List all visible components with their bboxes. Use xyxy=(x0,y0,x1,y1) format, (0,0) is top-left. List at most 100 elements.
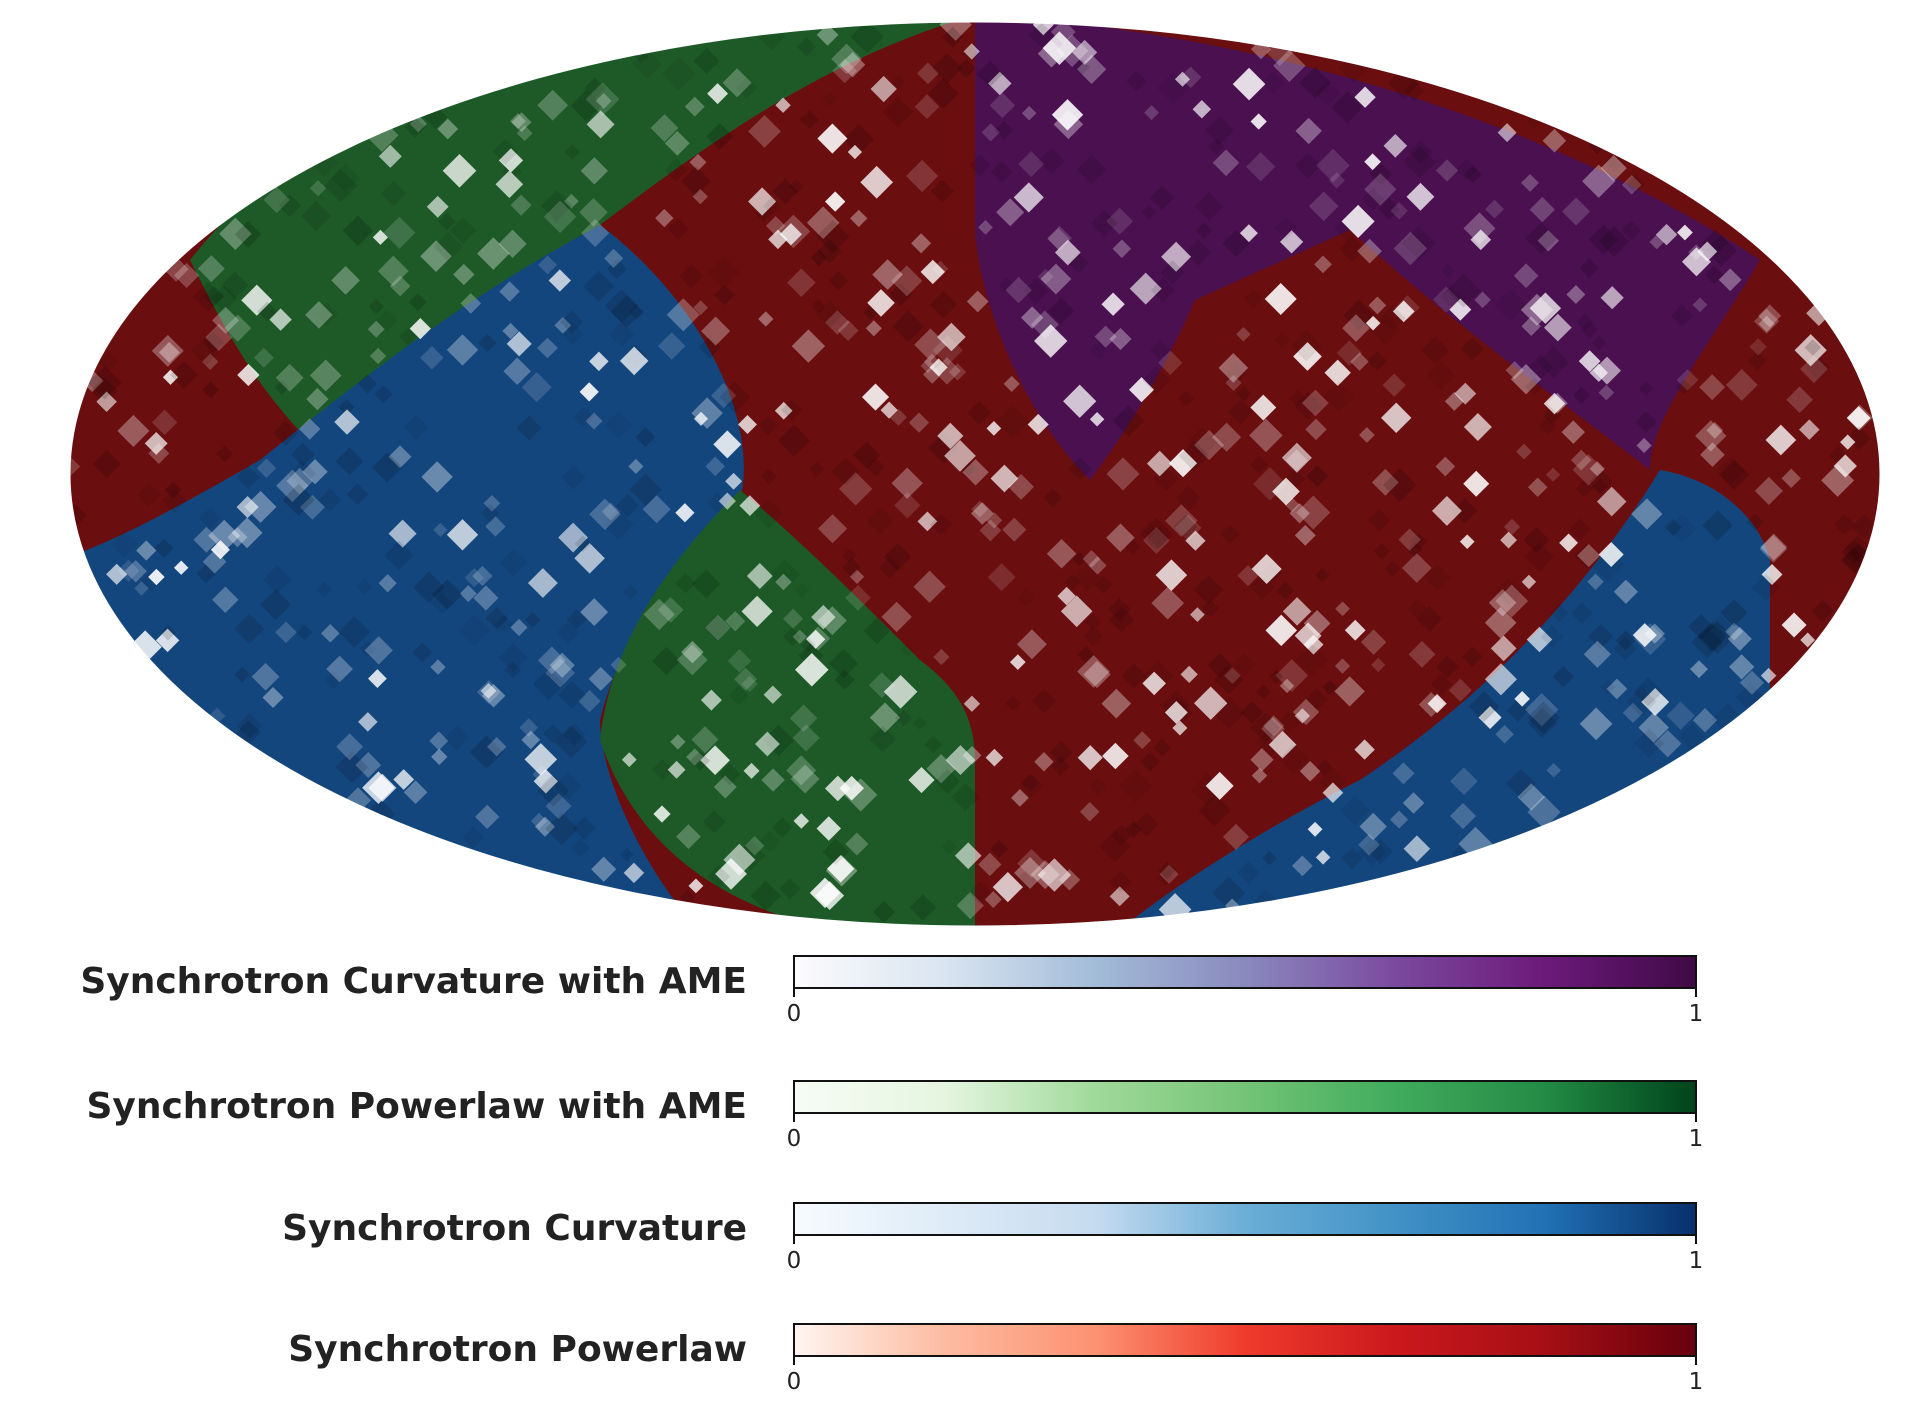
map-pixel xyxy=(891,467,923,499)
map-pixel xyxy=(1540,625,1564,649)
map-pixel xyxy=(1525,542,1555,572)
map-pixel xyxy=(1811,599,1834,623)
map-pixel xyxy=(1268,730,1297,759)
map-pixel xyxy=(1101,292,1125,316)
map-pixel xyxy=(743,762,760,779)
map-pixel xyxy=(794,582,810,598)
map-pixel xyxy=(585,412,603,430)
map-pixel xyxy=(388,445,412,469)
map-pixel xyxy=(866,457,885,477)
map-pixel xyxy=(372,452,403,483)
map-pixel xyxy=(446,519,479,551)
map-pixel xyxy=(845,585,871,611)
map-pixel xyxy=(1523,526,1550,553)
map-pixel xyxy=(1296,495,1331,530)
map-pixel xyxy=(839,472,873,506)
map-pixel xyxy=(1478,705,1502,730)
map-pixel xyxy=(1294,708,1311,724)
map-pixel xyxy=(164,481,182,499)
map-pixel xyxy=(478,333,497,353)
map-pixel xyxy=(388,519,417,548)
map-pixel xyxy=(1596,486,1627,517)
map-pixel xyxy=(1632,623,1657,648)
map-pixel xyxy=(1468,691,1500,723)
map-pixel xyxy=(287,459,317,488)
map-pixel xyxy=(939,22,972,41)
map-pixel xyxy=(173,560,189,575)
map-pixel xyxy=(1543,313,1572,342)
map-pixel xyxy=(503,661,522,679)
map-pixel xyxy=(1449,802,1477,830)
map-pixel xyxy=(829,648,859,679)
map-pixel xyxy=(899,642,915,658)
map-pixel xyxy=(408,293,427,312)
map-pixel xyxy=(564,193,579,209)
map-pixel xyxy=(1126,71,1147,91)
map-pixel xyxy=(839,52,866,78)
map-pixel xyxy=(1615,630,1636,651)
map-pixel xyxy=(174,262,200,288)
map-pixel xyxy=(642,495,671,524)
map-pixel xyxy=(619,847,634,862)
map-pixel xyxy=(1144,105,1160,121)
map-pixel xyxy=(1158,861,1176,880)
map-pixel xyxy=(1149,339,1171,360)
map-pixel xyxy=(990,160,1014,183)
map-pixel xyxy=(700,689,722,711)
map-pixel xyxy=(760,468,778,485)
map-pixel xyxy=(968,881,993,905)
map-pixel xyxy=(556,621,580,645)
map-pixel xyxy=(744,836,765,856)
map-pixel xyxy=(714,284,735,306)
map-pixel xyxy=(1178,440,1210,472)
map-pixel xyxy=(937,422,964,449)
map-pixel xyxy=(818,514,848,544)
map-pixel xyxy=(503,357,531,386)
map-pixel xyxy=(843,124,875,155)
map-pixel xyxy=(1190,607,1205,622)
map-pixel xyxy=(257,301,278,322)
map-pixel xyxy=(276,469,309,502)
map-pixel xyxy=(790,764,820,794)
map-pixel xyxy=(1410,532,1428,550)
map-pixel xyxy=(316,581,333,598)
map-pixel xyxy=(485,606,508,630)
map-pixel xyxy=(702,810,726,834)
map-pixel xyxy=(1550,603,1569,623)
map-pixel xyxy=(1846,404,1873,431)
legend-row-powerlaw-ame: Synchrotron Powerlaw with AME 0 1 xyxy=(0,1080,1912,1180)
map-pixel xyxy=(1303,610,1331,637)
map-pixel xyxy=(1155,559,1188,591)
map-pixel xyxy=(792,629,807,644)
map-pixel xyxy=(664,130,690,156)
map-pixel xyxy=(741,675,758,693)
map-pixel xyxy=(437,212,456,231)
map-pixel xyxy=(689,153,707,171)
legend-row-curvature-ame: Synchrotron Curvature with AME 0 1 xyxy=(0,955,1912,1055)
map-pixel xyxy=(963,695,981,712)
map-pixel xyxy=(357,373,378,394)
map-pixel xyxy=(652,646,681,676)
map-pixel xyxy=(335,750,369,784)
map-pixel xyxy=(986,512,1003,529)
map-pixel xyxy=(655,208,674,228)
map-pixel xyxy=(1073,564,1101,591)
map-pixel xyxy=(1833,513,1855,536)
map-pixel xyxy=(1002,517,1027,542)
map-pixel xyxy=(1600,679,1616,696)
map-pixel xyxy=(809,462,824,477)
map-pixel xyxy=(1380,402,1412,434)
map-pixel xyxy=(1704,265,1724,284)
map-pixel xyxy=(70,503,87,528)
map-pixel xyxy=(929,358,948,377)
map-pixel xyxy=(554,772,582,800)
legend-label: Synchrotron Powerlaw xyxy=(288,1329,747,1370)
map-pixel xyxy=(1746,513,1764,531)
map-pixel xyxy=(908,412,930,433)
map-pixel xyxy=(1697,622,1727,652)
map-pixel xyxy=(985,748,1004,767)
map-pixel xyxy=(1676,369,1699,391)
map-pixel xyxy=(787,268,816,297)
map-pixel xyxy=(1484,606,1517,639)
map-pixel xyxy=(1578,350,1601,373)
